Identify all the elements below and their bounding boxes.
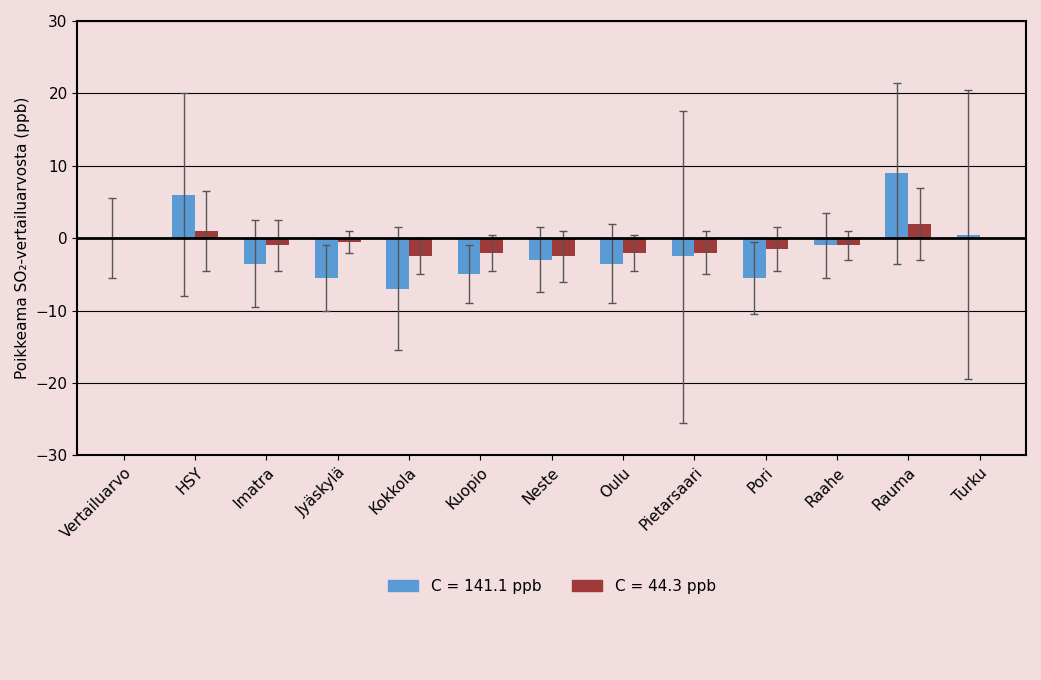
Bar — [337, 238, 360, 242]
Bar — [195, 231, 218, 238]
Bar — [837, 238, 860, 245]
Bar — [743, 238, 766, 278]
Y-axis label: Poikkeama SO₂-vertailuarvosta (ppb): Poikkeama SO₂-vertailuarvosta (ppb) — [15, 97, 30, 379]
Bar — [552, 238, 575, 256]
Bar — [766, 238, 788, 249]
Bar — [671, 238, 694, 256]
Bar — [172, 194, 195, 238]
Bar — [529, 238, 552, 260]
Bar — [409, 238, 432, 256]
Bar — [480, 238, 503, 253]
Bar — [886, 173, 909, 238]
Bar — [244, 238, 266, 264]
Bar — [386, 238, 409, 289]
Bar — [315, 238, 337, 278]
Bar — [266, 238, 289, 245]
Bar — [623, 238, 645, 253]
Bar — [458, 238, 480, 275]
Bar — [957, 235, 980, 238]
Legend: C = 141.1 ppb, C = 44.3 ppb: C = 141.1 ppb, C = 44.3 ppb — [382, 573, 721, 600]
Bar — [909, 224, 931, 238]
Bar — [694, 238, 717, 253]
Bar — [601, 238, 623, 264]
Bar — [814, 238, 837, 245]
